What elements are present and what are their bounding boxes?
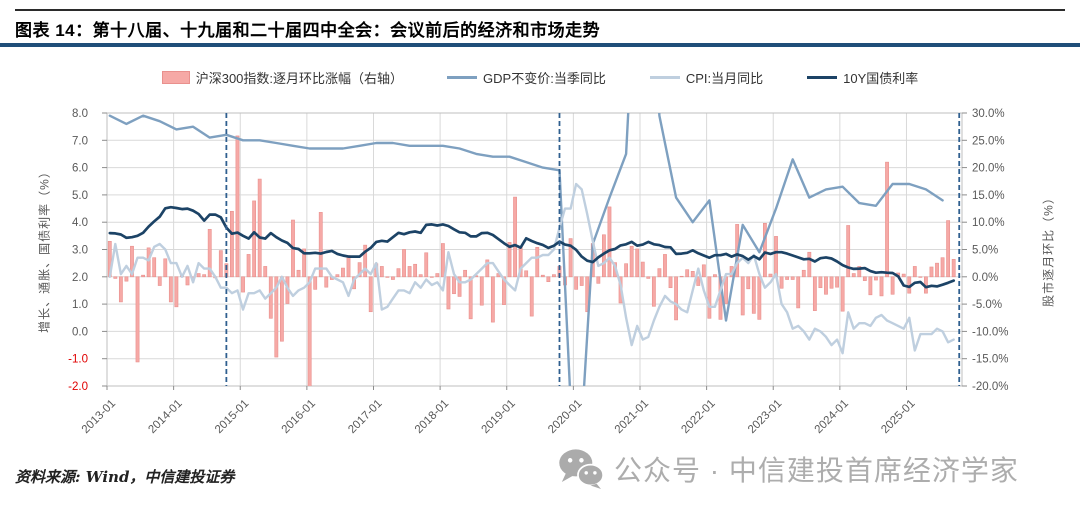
legend-label: GDP不变价:当季同比 (483, 71, 606, 86)
svg-text:2.0: 2.0 (72, 272, 88, 284)
svg-text:2024-01: 2024-01 (813, 398, 851, 436)
line-series (108, 113, 956, 386)
svg-text:10.0%: 10.0% (972, 217, 1005, 229)
svg-text:4.0: 4.0 (72, 217, 88, 229)
svg-text:5.0%: 5.0% (972, 245, 998, 257)
svg-text:0.0: 0.0 (72, 326, 88, 338)
svg-text:7.0: 7.0 (72, 135, 88, 147)
svg-text:1.0: 1.0 (72, 299, 88, 311)
gdp-line-swatch-icon (447, 76, 478, 79)
svg-text:2022-01: 2022-01 (679, 398, 717, 436)
right-axis-title: 股市逐月环比（%） (1041, 191, 1056, 307)
svg-text:2018-01: 2018-01 (413, 398, 451, 436)
watermark: 公众号 · 中信建投首席经济学家 (558, 449, 1019, 489)
title-underline (0, 43, 1080, 47)
legend-label: 10Y国债利率 (843, 71, 919, 86)
plenum-event-lines (225, 113, 961, 386)
svg-text:25.0%: 25.0% (972, 135, 1005, 147)
svg-text:3.0: 3.0 (72, 245, 88, 257)
svg-text:2021-01: 2021-01 (613, 398, 651, 436)
svg-text:20.0%: 20.0% (972, 163, 1005, 175)
svg-text:2015-01: 2015-01 (213, 398, 251, 436)
treasury-line (108, 205, 956, 289)
cpi-line (108, 182, 955, 355)
svg-text:-15.0%: -15.0% (972, 354, 1008, 366)
top-divider (15, 9, 1065, 11)
legend-item-csi300: 沪深300指数:逐月环比涨幅（右轴） (161, 68, 404, 87)
wechat-icon (559, 449, 604, 489)
svg-text:30.0%: 30.0% (972, 108, 1005, 120)
chart-legend: 沪深300指数:逐月环比涨幅（右轴） GDP不变价:当季同比 CPI:当月同比 … (0, 68, 1080, 87)
svg-text:-2.0: -2.0 (68, 381, 88, 393)
svg-text:2014-01: 2014-01 (146, 398, 184, 436)
svg-text:8.0: 8.0 (72, 108, 88, 120)
svg-text:5.0: 5.0 (72, 190, 88, 202)
svg-text:-10.0%: -10.0% (972, 326, 1008, 338)
svg-text:2019-01: 2019-01 (480, 398, 518, 436)
svg-text:-1.0: -1.0 (68, 354, 88, 366)
svg-text:6.0: 6.0 (72, 163, 88, 175)
svg-text:-20.0%: -20.0% (972, 381, 1008, 393)
svg-text:2025-01: 2025-01 (879, 398, 917, 436)
legend-label: CPI:当月同比 (685, 71, 764, 86)
svg-text:2017-01: 2017-01 (346, 398, 384, 436)
gridlines (107, 112, 962, 387)
svg-text:2013-01: 2013-01 (80, 398, 118, 436)
legend-item-cpi: CPI:当月同比 (649, 68, 764, 87)
csi300-bar-swatch-icon (161, 71, 190, 84)
figure-title: 图表 14：第十八届、十九届和二十届四中全会：会议前后的经济和市场走势 (15, 21, 601, 40)
svg-text:2023-01: 2023-01 (746, 398, 784, 436)
svg-text:0.0%: 0.0% (972, 272, 998, 284)
legend-item-10y: 10Y国债利率 (807, 68, 918, 87)
legend-label: 沪深300指数:逐月环比涨幅（右轴） (195, 71, 404, 86)
svg-text:-5.0%: -5.0% (972, 299, 1002, 311)
svg-text:2016-01: 2016-01 (280, 398, 318, 436)
source-note: 资料来源: Wind，中信建投证券 (15, 468, 235, 486)
gdp-line (108, 113, 944, 386)
csi300-bars (107, 135, 956, 386)
left-axis-title: 增长、通胀、国债利率（%） (37, 165, 52, 333)
treasury-line-swatch-icon (807, 75, 838, 80)
legend-item-gdp: GDP不变价:当季同比 (447, 68, 606, 87)
watermark-text: 公众号 · 中信建投首席经济学家 (614, 455, 1019, 486)
svg-text:15.0%: 15.0% (972, 190, 1005, 202)
cpi-line-swatch-icon (649, 76, 680, 79)
svg-text:2020-01: 2020-01 (546, 398, 584, 436)
